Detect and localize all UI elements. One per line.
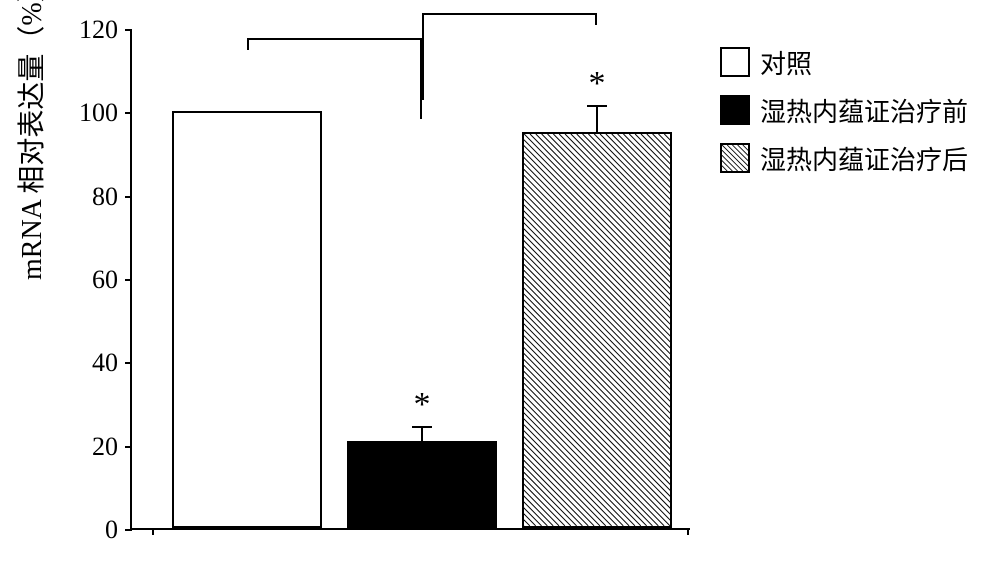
y-tick: [125, 529, 132, 531]
bar-control: [172, 111, 322, 528]
significance-bracket: [422, 13, 597, 15]
legend-swatch-hatch: [720, 143, 750, 173]
legend-item-posttreat: 湿热内蕴证治疗后: [720, 141, 968, 175]
y-tick: [125, 29, 132, 31]
significance-bracket: [247, 38, 422, 40]
x-tick: [152, 528, 154, 535]
y-tick: [125, 112, 132, 114]
bar-pre_treat: [347, 441, 497, 529]
error-cap: [587, 105, 607, 107]
error-bar: [421, 428, 423, 441]
y-tick: [125, 362, 132, 364]
bar-post_treat: [522, 132, 672, 528]
y-tick: [125, 446, 132, 448]
y-tick: [125, 196, 132, 198]
significance-star: *: [414, 386, 431, 424]
y-tick-label: 40: [0, 348, 118, 378]
y-tick-label: 0: [0, 515, 118, 545]
y-tick-label: 120: [0, 15, 118, 45]
x-tick: [687, 528, 689, 535]
plot-area: **: [130, 30, 690, 530]
legend-swatch-black: [720, 95, 750, 125]
legend-swatch-white: [720, 47, 750, 77]
legend-label: 对照: [760, 44, 812, 81]
legend-label: 湿热内蕴证治疗后: [760, 140, 968, 177]
legend: 对照 湿热内蕴证治疗前 湿热内蕴证治疗后: [720, 45, 968, 189]
y-tick-label: 80: [0, 182, 118, 212]
legend-label: 湿热内蕴证治疗前: [760, 92, 968, 129]
y-tick-label: 60: [0, 265, 118, 295]
error-cap: [412, 426, 432, 428]
y-tick: [125, 279, 132, 281]
y-tick-label: 100: [0, 98, 118, 128]
y-tick-label: 20: [0, 432, 118, 462]
significance-star: *: [589, 65, 606, 103]
legend-item-pretreat: 湿热内蕴证治疗前: [720, 93, 968, 127]
bar-chart: mRNA 相对表达量（%） ** 对照 湿热内蕴证治疗前 湿热内蕴证治疗后 02…: [0, 0, 996, 566]
error-bar: [596, 107, 598, 132]
legend-item-control: 对照: [720, 45, 968, 79]
